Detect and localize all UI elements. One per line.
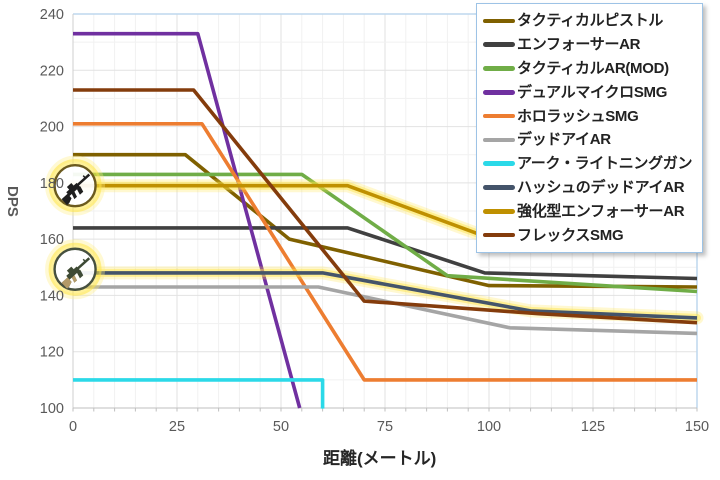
legend: タクティカルピストル エンフォーサーAR タクティカルAR(MOD) デュアルマイクロ… bbox=[476, 3, 703, 253]
legend-label: タクティカルピストル bbox=[517, 12, 664, 30]
series-line-0[interactable] bbox=[73, 152, 698, 289]
legend-swatch bbox=[483, 185, 515, 190]
x-tick-label: 125 bbox=[581, 419, 605, 435]
y-tick-label: 200 bbox=[40, 120, 64, 136]
legend-label: デッドアイAR bbox=[517, 131, 611, 149]
x-tick-label: 50 bbox=[273, 419, 289, 435]
series-line-3[interactable] bbox=[73, 31, 302, 409]
x-tick-label: 100 bbox=[477, 419, 501, 435]
series-line-7[interactable] bbox=[66, 266, 704, 325]
legend-label: デュアルマイクロSMG bbox=[517, 83, 668, 101]
legend-item-6[interactable]: アーク・ライトニングガン bbox=[483, 152, 696, 175]
legend-item-2[interactable]: タクティカルAR(MOD) bbox=[483, 57, 696, 80]
legend-swatch bbox=[483, 232, 515, 238]
x-tick-label: 150 bbox=[685, 419, 709, 435]
legend-swatch bbox=[483, 209, 515, 214]
legend-swatch bbox=[483, 137, 515, 143]
x-axis-title: 距離(メートル) bbox=[323, 449, 437, 468]
legend-label: ハッシュのデッドアイAR bbox=[517, 178, 685, 196]
series-line-1[interactable] bbox=[73, 226, 698, 281]
y-tick-label: 100 bbox=[40, 401, 64, 417]
legend-swatch bbox=[483, 66, 515, 71]
legend-item-8[interactable]: 強化型エンフォーサーAR bbox=[483, 200, 696, 223]
y-tick-label: 180 bbox=[40, 176, 64, 192]
legend-label: タクティカルAR(MOD) bbox=[517, 59, 669, 77]
series-line-9[interactable] bbox=[73, 88, 698, 325]
legend-item-9[interactable]: フレックスSMG bbox=[483, 224, 696, 247]
series-line-4[interactable] bbox=[73, 122, 697, 382]
series-line-6[interactable] bbox=[73, 378, 325, 409]
series-line-2[interactable] bbox=[73, 172, 698, 294]
legend-label: ホロラッシュSMG bbox=[517, 107, 639, 125]
legend-swatch bbox=[483, 90, 515, 95]
legend-swatch bbox=[483, 113, 515, 119]
y-tick-label: 120 bbox=[40, 345, 64, 361]
tick-labels: 0 25 50 75 100 125 150 100 120 140 160 180 200 220 240 bbox=[40, 7, 709, 435]
legend-swatch bbox=[483, 18, 515, 24]
legend-label: 強化型エンフォーサーAR bbox=[517, 202, 685, 220]
y-tick-label: 240 bbox=[40, 7, 64, 23]
y-tick-label: 160 bbox=[40, 232, 64, 248]
x-tick-label: 75 bbox=[377, 419, 393, 435]
legend-label: フレックスSMG bbox=[517, 226, 624, 244]
legend-swatch bbox=[483, 161, 515, 166]
legend-label: アーク・ライトニングガン bbox=[517, 155, 693, 173]
legend-item-7[interactable]: ハッシュのデッドアイAR bbox=[483, 176, 696, 199]
assault-rifle-icon bbox=[45, 155, 106, 216]
camo-rifle-icon bbox=[45, 239, 106, 300]
y-tick-label: 140 bbox=[40, 288, 64, 304]
legend-item-3[interactable]: デュアルマイクロSMG bbox=[483, 81, 696, 104]
legend-item-1[interactable]: エンフォーサーAR bbox=[483, 33, 696, 56]
legend-swatch bbox=[483, 42, 515, 47]
series-line-5[interactable] bbox=[73, 285, 698, 336]
x-tick-label: 0 bbox=[69, 419, 77, 435]
legend-item-5[interactable]: デッドアイAR bbox=[483, 128, 696, 151]
y-axis-title: DPS bbox=[4, 186, 21, 217]
x-tick-label: 25 bbox=[169, 419, 185, 435]
legend-label: エンフォーサーAR bbox=[517, 36, 641, 54]
legend-item-0[interactable]: タクティカルピストル bbox=[483, 9, 696, 32]
y-tick-label: 220 bbox=[40, 63, 64, 79]
legend-item-4[interactable]: ホロラッシュSMG bbox=[483, 105, 696, 128]
